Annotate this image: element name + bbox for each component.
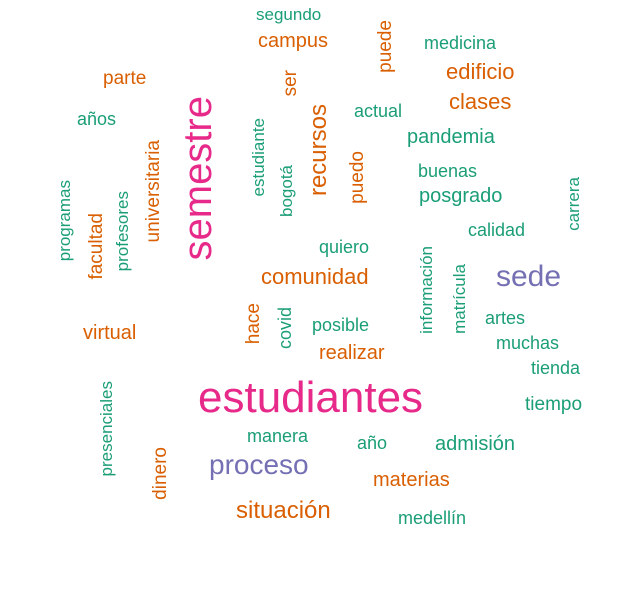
word-dinero: dinero [150, 447, 171, 500]
word-parte: parte [103, 68, 147, 89]
word-admisión: admisión [435, 433, 516, 455]
word-semestre: semestre [176, 96, 220, 261]
word-programas: programas [55, 180, 74, 262]
word-presenciales: presenciales [97, 381, 116, 477]
word-pandemia: pandemia [407, 126, 495, 148]
word-información: información [417, 246, 436, 334]
word-posgrado: posgrado [419, 185, 503, 207]
word-matrícula: matrícula [450, 264, 469, 334]
word-edificio: edificio [446, 59, 515, 84]
word-sede: sede [496, 260, 562, 293]
word-proceso: proceso [209, 449, 309, 480]
word-puede: puede [375, 20, 396, 73]
word-segundo: segundo [256, 5, 322, 24]
word-medicina: medicina [424, 33, 497, 53]
word-universitaria: universitaria [143, 140, 164, 243]
word-campus: campus [258, 30, 329, 52]
word-materias: materias [373, 469, 450, 491]
word-facultad: facultad [86, 213, 107, 280]
word-estudiante: estudiante [249, 118, 268, 197]
word-tienda: tienda [531, 358, 581, 378]
word-medellín: medellín [398, 508, 467, 528]
word-muchas: muchas [496, 333, 560, 353]
word-hace: hace [243, 303, 264, 345]
word-puedo: puedo [347, 151, 368, 204]
word-año: año [357, 433, 388, 453]
word-posible: posible [312, 315, 370, 335]
word-buenas: buenas [418, 161, 478, 181]
word-covid: covid [275, 307, 295, 350]
word-calidad: calidad [468, 220, 526, 240]
word-ser: ser [280, 70, 301, 97]
word-clases: clases [449, 89, 512, 114]
word-años: años [77, 109, 117, 129]
word-actual: actual [354, 101, 403, 121]
word-carrera: carrera [564, 177, 583, 231]
word-artes: artes [485, 308, 526, 328]
word-comunidad: comunidad [261, 264, 369, 289]
word-estudiantes: estudiantes [198, 373, 424, 422]
word-profesores: profesores [113, 191, 132, 272]
word-recursos: recursos [305, 104, 332, 197]
word-manera: manera [247, 426, 309, 446]
word-realizar: realizar [319, 342, 385, 364]
word-situación: situación [236, 497, 331, 524]
word-tiempo: tiempo [525, 394, 583, 415]
word-virtual: virtual [83, 322, 137, 344]
word-quiero: quiero [319, 237, 370, 257]
word-bogotá: bogotá [277, 165, 296, 217]
